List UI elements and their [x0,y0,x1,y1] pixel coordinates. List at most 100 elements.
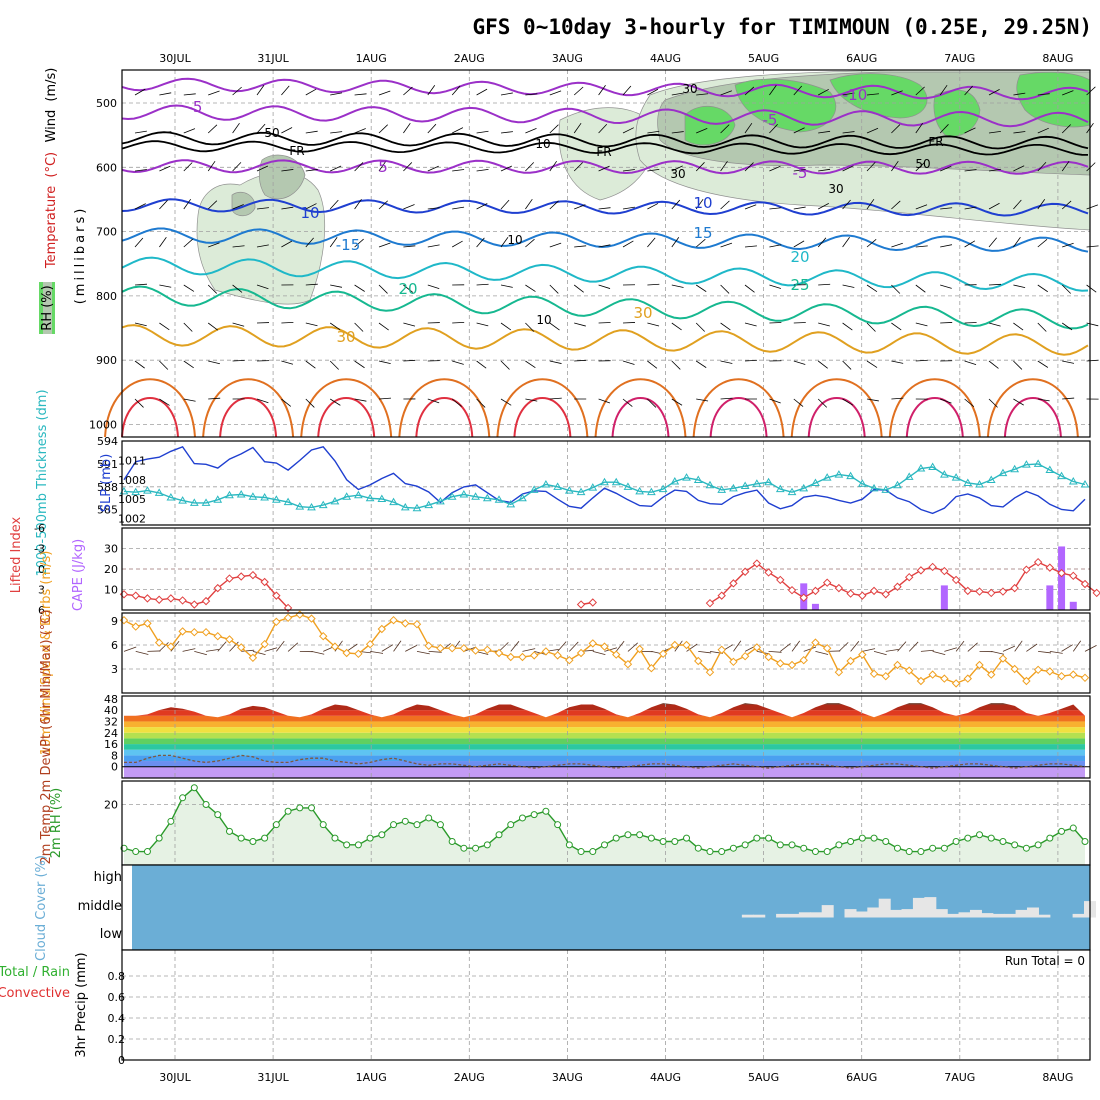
wind-barb [744,122,753,134]
rh2m-point [893,844,901,852]
wind-barb [522,648,536,652]
slp-thickness-panel-area [122,441,1090,525]
wind-barb [598,123,608,134]
wind-barb [416,651,430,655]
wind-barb [1061,322,1073,331]
wind-barb [1086,86,1096,96]
lifted-index-point [869,586,879,596]
temperature-band [124,732,1085,739]
wind-barb [891,242,903,248]
wind-barb [305,88,317,96]
thickness-point [189,498,199,506]
wind-speed-point [740,651,750,661]
wind-barb [866,162,876,172]
upper-axis-labels: Wind (m/s) Temperature (°C) RH (%) (mill… [39,68,88,334]
lifted-index-point [951,575,961,585]
rh2m-point [436,821,444,829]
wind-barb [549,322,560,331]
wind-barb [866,398,879,402]
cloud-bar [810,912,823,918]
wind-barb [232,204,244,210]
wind-barb [403,204,415,210]
run-total-label: Run Total = 0 [1005,954,1085,968]
surface-contour [104,378,196,438]
temperature-tick-label: 8 [111,749,118,762]
li-tick-label: 6 [38,604,45,617]
wind-barb [159,131,172,134]
thickness-point [682,473,691,481]
wind-barb [964,85,973,96]
temperature-tick-label: 40 [104,704,118,717]
wind-barb [281,240,293,248]
wind-barb [866,93,879,96]
wind-barb [818,202,829,210]
wind-barb [217,641,227,652]
wind-barb [769,84,777,96]
wind-barb [1037,360,1049,368]
thickness-point [717,485,727,493]
wind-barb [1013,165,1025,172]
wind-speed-point [916,676,926,686]
wind-barb [305,169,318,172]
wind-speed-point [213,631,222,641]
thickness-point [459,489,469,498]
wind-barb [1062,360,1075,364]
temperature-band [124,715,1085,722]
wind-barb [940,284,952,289]
thickness-point [576,487,586,496]
wind-barb [208,242,220,248]
wind-barb [838,642,849,652]
wind-speed-point [705,667,715,677]
thickness-point [647,487,656,496]
wind-barb [1037,322,1047,332]
rh2m-point [190,784,198,792]
wind-barb [818,322,830,327]
rh2m-point [1081,837,1089,845]
rh2m-point [905,848,913,856]
thickness-point [541,480,551,488]
wind-barb [549,160,558,172]
thickness-point [131,487,141,496]
rh-shaded-region [684,106,736,146]
wind-barb [252,651,266,656]
wind-speed-point [471,646,480,655]
cloud-bar [924,897,937,918]
wind-barb [549,360,562,364]
li-tick-label: 0 [38,563,45,576]
thickness-point [436,496,445,505]
lifted-index-point [143,594,152,603]
wind-speed-point [764,652,773,662]
wind-barb [842,398,854,406]
wind-barb [1013,360,1023,370]
wind-barb [281,127,293,134]
wind-barb [159,92,172,96]
wind-barb [915,322,928,327]
thickness-point [412,503,422,512]
rh-contour-label: 50 [264,126,279,140]
rh2m-point [448,837,456,845]
wind-barb [135,651,149,655]
wind-barb [207,284,218,294]
precip-tick-label: 0.2 [108,1033,126,1046]
wind-speed-point [319,631,328,641]
thickness-point [998,468,1008,477]
wind-barb [256,284,269,290]
rh2m-point [683,834,691,842]
wind-barb [134,283,147,286]
wind-barb [378,90,391,96]
wind-barb [1086,359,1099,362]
wind-barb [647,88,659,96]
wind-barb [452,206,465,210]
wind-speed-point [998,654,1008,663]
wind-barb [452,240,463,248]
rh2m-point [565,841,573,849]
temperature-band [124,721,1085,728]
wind-barb [403,284,414,293]
wind-barb [627,642,638,652]
thickness-point [787,487,797,496]
wind-barb [525,360,536,369]
wind-barb [287,642,299,652]
wind-barb [897,641,907,652]
wind-barb [891,90,903,96]
